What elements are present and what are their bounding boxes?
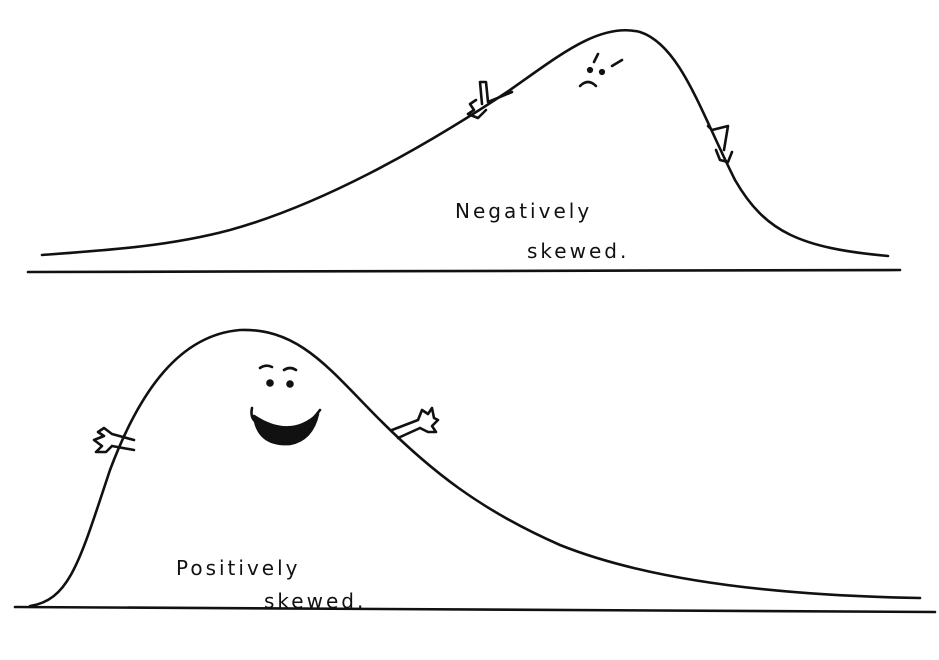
negative-skew-panel <box>26 28 902 274</box>
right-eye <box>598 68 606 76</box>
positive-skew-baseline <box>13 605 937 614</box>
negative-skew-left-arm <box>466 80 514 120</box>
negative-skew-right-arm <box>706 124 734 164</box>
smile-face <box>250 364 322 446</box>
positive-skew-curve <box>28 328 922 608</box>
left-eye <box>586 66 594 74</box>
negative-skew-label-line2: skewed. <box>527 239 629 263</box>
right-eyebrow <box>610 58 624 68</box>
positive-skew-right-arm <box>390 406 440 440</box>
positive-skew-panel <box>13 328 937 614</box>
right-eye <box>286 380 294 388</box>
negative-skew-curve <box>40 28 890 258</box>
positive-skew-left-arm <box>92 426 136 454</box>
smile-mouth-fill <box>252 412 320 446</box>
negative-skew-label-line1: Negatively <box>455 199 592 223</box>
positive-skew-label-line2: skewed. <box>264 589 366 613</box>
negative-skew-baseline <box>26 268 902 274</box>
left-eyebrow <box>592 52 600 64</box>
positive-skew-label-line1: Positively <box>176 556 301 580</box>
frown-face <box>578 52 624 88</box>
right-eyebrow <box>282 366 298 372</box>
frown-mouth <box>578 80 598 88</box>
left-eye <box>266 379 274 387</box>
left-eyebrow <box>258 364 274 370</box>
